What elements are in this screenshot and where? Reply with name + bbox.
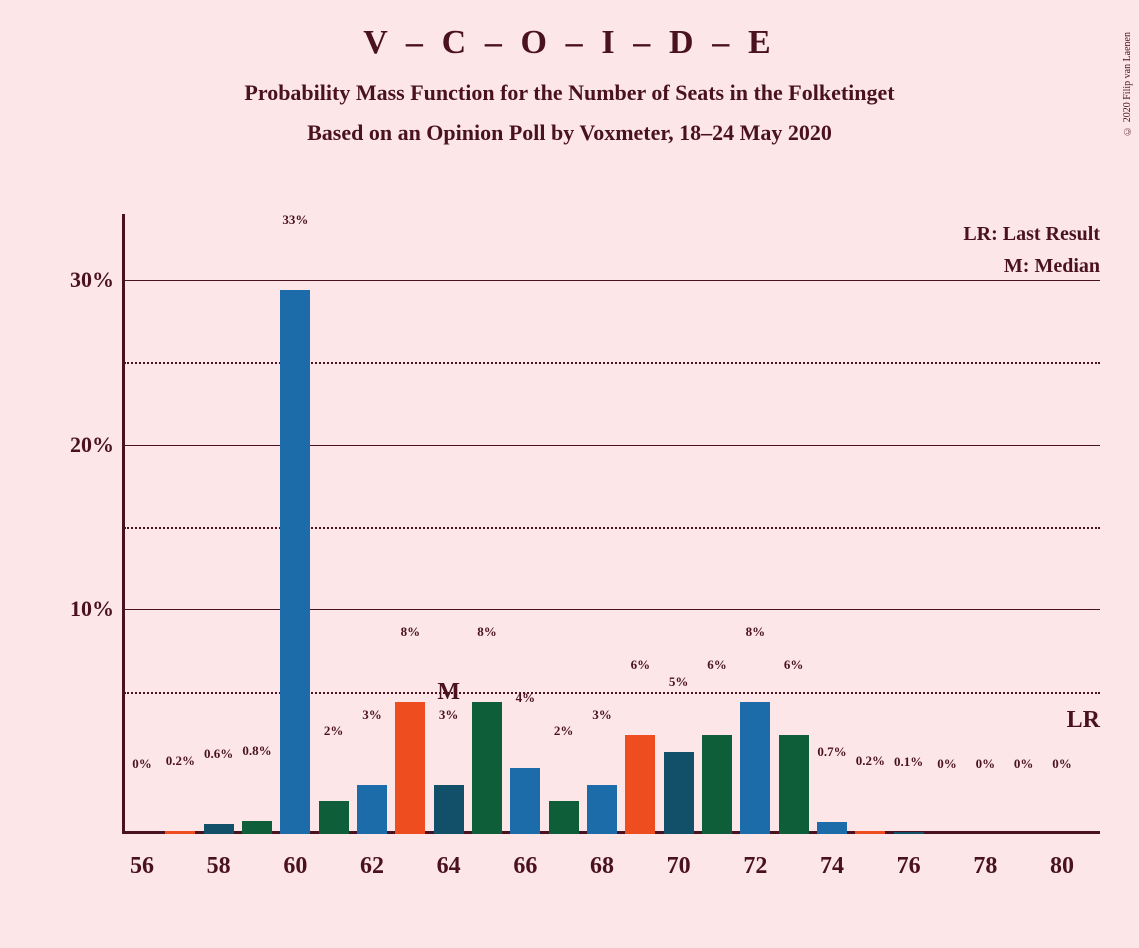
chart-area: LR: Last Result M: Median 10% 20% 30% 56 58… [60, 214, 1100, 894]
bar-value-label: 6% [687, 657, 747, 673]
bar [817, 822, 847, 834]
bar-value-label: 3% [419, 707, 479, 723]
bar-value-label: 8% [725, 624, 785, 640]
bar [319, 801, 349, 834]
gridline-minor [124, 692, 1100, 694]
y-tick-label: 20% [60, 432, 114, 458]
copyright-text: © 2020 Filip van Laenen [1122, 32, 1133, 136]
x-tick-label: 60 [275, 853, 315, 880]
x-tick-label: 56 [122, 853, 162, 880]
y-tick-label: 10% [60, 596, 114, 622]
chart-subtitle-2: Based on an Opinion Poll by Voxmeter, 18… [0, 120, 1139, 146]
bar [549, 801, 579, 834]
gridline-minor [124, 362, 1100, 364]
bar [242, 821, 272, 834]
bar-value-label: 5% [649, 674, 709, 690]
bar [855, 831, 885, 834]
bar-value-label: 6% [764, 657, 824, 673]
bar [510, 768, 540, 834]
bar [894, 832, 924, 834]
bar [625, 735, 655, 834]
gridline-minor [124, 527, 1100, 529]
y-tick-label: 30% [60, 267, 114, 293]
bar-value-label: 8% [457, 624, 517, 640]
x-tick-label: 78 [965, 853, 1005, 880]
x-tick-label: 66 [505, 853, 545, 880]
gridline-major [124, 445, 1100, 446]
bar [357, 785, 387, 834]
x-tick-label: 72 [735, 853, 775, 880]
bar [587, 785, 617, 834]
bar [434, 785, 464, 834]
bar-value-label: 33% [265, 212, 325, 228]
bar [702, 735, 732, 834]
bar-value-label: 3% [342, 707, 402, 723]
x-tick-label: 70 [659, 853, 699, 880]
bar [165, 831, 195, 834]
bar-value-label: 2% [304, 723, 364, 739]
bar [664, 752, 694, 834]
x-tick-label: 76 [889, 853, 929, 880]
x-tick-label: 64 [429, 853, 469, 880]
bar-value-label: 4% [495, 690, 555, 706]
bar-value-label: 2% [534, 723, 594, 739]
chart-title: V – C – O – I – D – E [0, 24, 1139, 62]
y-axis [122, 214, 125, 834]
bar-value-label: 3% [572, 707, 632, 723]
x-tick-label: 74 [812, 853, 852, 880]
x-tick-label: 58 [199, 853, 239, 880]
bar-value-label: 0.8% [227, 743, 287, 759]
median-marker: M [437, 679, 460, 706]
x-tick-label: 62 [352, 853, 392, 880]
bar-value-label: 0% [1032, 756, 1092, 772]
last-result-marker: LR [1067, 707, 1100, 734]
bar-value-label: 6% [610, 657, 670, 673]
legend: LR: Last Result M: Median [963, 218, 1100, 282]
chart-subtitle-1: Probability Mass Function for the Number… [0, 80, 1139, 106]
bar [204, 824, 234, 834]
legend-lr: LR: Last Result [963, 218, 1100, 250]
bar [740, 702, 770, 834]
gridline-major [124, 609, 1100, 610]
x-tick-label: 80 [1042, 853, 1082, 880]
x-tick-label: 68 [582, 853, 622, 880]
legend-m: M: Median [963, 250, 1100, 282]
gridline-major [124, 280, 1100, 281]
bar-value-label: 8% [380, 624, 440, 640]
